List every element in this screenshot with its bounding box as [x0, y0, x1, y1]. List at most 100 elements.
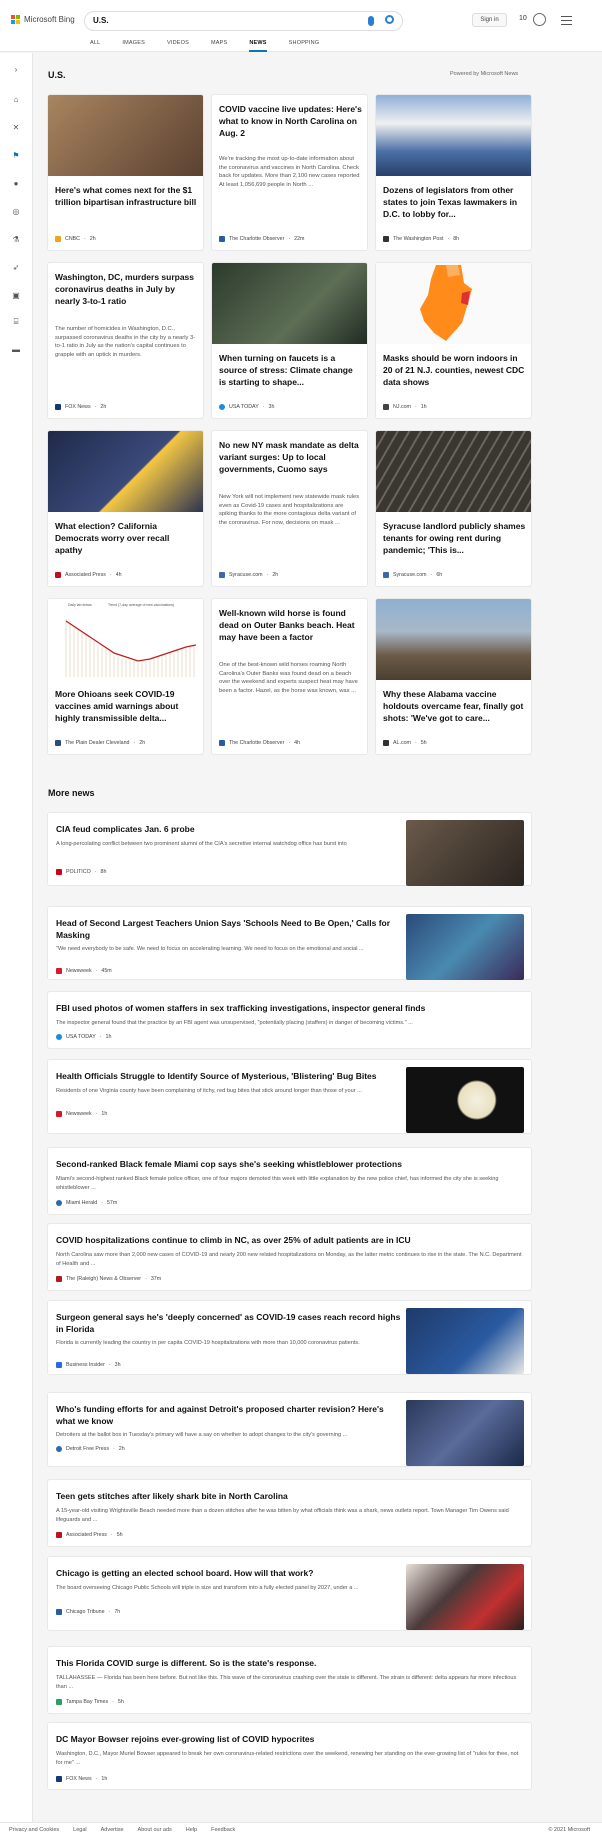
news-item[interactable]: Health Officials Struggle to Identify So…	[47, 1059, 532, 1134]
card-snippet: New York will not implement new statewid…	[219, 494, 360, 526]
news-title[interactable]: Health Officials Struggle to Identify So…	[56, 1071, 377, 1081]
nj-com-logo-icon	[383, 404, 389, 410]
menu-icon[interactable]	[561, 16, 572, 28]
politico-logo-icon	[56, 869, 62, 875]
news-title[interactable]: Surgeon general says he's 'deeply concer…	[56, 1312, 401, 1334]
card-title[interactable]: COVID vaccine live updates: Here's what …	[219, 104, 362, 138]
detroit-free-press-logo-icon	[56, 1446, 62, 1452]
tab-videos[interactable]: VIDEOS	[166, 40, 189, 46]
news-card[interactable]: Masks should be worn indoors in 20 of 21…	[375, 262, 532, 419]
news-title[interactable]: This Florida COVID surge is different. S…	[56, 1658, 317, 1668]
film-icon[interactable]: ▣	[12, 291, 20, 300]
footer-link-feedback[interactable]: Feedback	[211, 1827, 236, 1833]
chart-legend-daily: Daily lab draws	[68, 603, 92, 607]
bing-logo[interactable]: Microsoft Bing	[11, 15, 75, 24]
news-title[interactable]: CIA feud complicates Jan. 6 probe	[56, 824, 195, 834]
news-card[interactable]: When turning on faucets is a source of s…	[211, 262, 368, 419]
news-snippet: Detroiters at the ballot box in Tuesday'…	[56, 1432, 348, 1438]
news-title[interactable]: Head of Second Largest Teachers Union Sa…	[56, 918, 391, 940]
news-card[interactable]: No new NY mask mandate as delta variant …	[211, 430, 368, 587]
card-title[interactable]: When turning on faucets is a source of s…	[219, 353, 353, 387]
news-card[interactable]: Daily lab draws Trend (7-day average of …	[47, 598, 204, 755]
news-title[interactable]: Teen gets stitches after likely shark bi…	[56, 1491, 288, 1501]
vaccination-chart-image: Daily lab draws Trend (7-day average of …	[48, 599, 203, 680]
news-snippet: Miami's second-highest ranked Black fema…	[56, 1176, 499, 1191]
news-item[interactable]: Head of Second Largest Teachers Union Sa…	[47, 906, 532, 980]
tab-shopping[interactable]: SHOPPING	[288, 40, 320, 46]
news-item[interactable]: Second-ranked Black female Miami cop say…	[47, 1147, 532, 1215]
tab-news[interactable]: NEWS	[249, 40, 267, 52]
news-card[interactable]: Washington, DC, murders surpass coronavi…	[47, 262, 204, 419]
card-title[interactable]: Dozens of legislators from other states …	[383, 185, 518, 219]
card-title[interactable]: What election? California Democrats worr…	[55, 521, 170, 555]
news-card[interactable]: Here's what comes next for the $1 trilli…	[47, 94, 204, 251]
footer-link-advertise[interactable]: Advertise	[100, 1827, 124, 1833]
rocket-icon[interactable]: ➶	[12, 263, 20, 272]
tab-all[interactable]: ALL	[90, 40, 101, 46]
sign-in-button[interactable]: Sign in	[472, 13, 507, 27]
news-card[interactable]: Well-known wild horse is found dead on O…	[211, 598, 368, 755]
news-title[interactable]: DC Mayor Bowser rejoins ever-growing lis…	[56, 1734, 315, 1744]
search-box[interactable]: U.S.	[84, 11, 403, 31]
card-title[interactable]: No new NY mask mandate as delta variant …	[219, 440, 359, 474]
rewards-count[interactable]: 10	[519, 15, 527, 22]
news-item[interactable]: COVID hospitalizations continue to climb…	[47, 1223, 532, 1291]
card-title[interactable]: Well-known wild horse is found dead on O…	[219, 608, 355, 642]
card-title[interactable]: Masks should be worn indoors in 20 of 21…	[383, 353, 525, 387]
card-source: NJ.com · 1h	[383, 404, 427, 410]
card-title[interactable]: Here's what comes next for the $1 trilli…	[55, 185, 197, 207]
news-title[interactable]: FBI used photos of women staffers in sex…	[56, 1003, 426, 1013]
card-source: FOX News · 2h	[55, 404, 106, 410]
card-title[interactable]: Why these Alabama vaccine holdouts overc…	[383, 689, 524, 723]
card-title[interactable]: Washington, DC, murders surpass coronavi…	[55, 272, 195, 306]
news-title[interactable]: Who's funding efforts for and against De…	[56, 1404, 384, 1426]
footer-links: Privacy and Cookies Legal Advertise Abou…	[9, 1827, 235, 1833]
card-icon[interactable]: ▬	[12, 345, 20, 354]
news-item[interactable]: Surgeon general says he's 'deeply concer…	[47, 1300, 532, 1375]
footer-link-help[interactable]: Help	[185, 1827, 198, 1833]
card-snippet: One of the best-known wild horses roamin…	[219, 662, 358, 694]
news-item[interactable]: DC Mayor Bowser rejoins ever-growing lis…	[47, 1722, 532, 1790]
news-card[interactable]: Why these Alabama vaccine holdouts overc…	[375, 598, 532, 755]
bank-icon[interactable]: ⌸	[13, 317, 19, 326]
footer-link-privacy[interactable]: Privacy and Cookies	[9, 1827, 60, 1833]
home-icon[interactable]: ⌂	[13, 95, 19, 104]
nj-map-image	[376, 263, 531, 344]
expand-icon[interactable]: ›	[14, 65, 18, 74]
card-title[interactable]: Syracuse landlord publicly shames tenant…	[383, 521, 526, 555]
footer-link-about-ads[interactable]: About our ads	[137, 1827, 172, 1833]
news-item[interactable]: CIA feud complicates Jan. 6 probe A long…	[47, 812, 532, 886]
tab-maps[interactable]: MAPS	[210, 40, 228, 46]
news-card[interactable]: COVID vaccine live updates: Here's what …	[211, 94, 368, 251]
search-icon[interactable]	[385, 15, 394, 24]
news-title[interactable]: Second-ranked Black female Miami cop say…	[56, 1159, 402, 1169]
location-icon[interactable]: ●	[13, 179, 19, 188]
crossed-arrows-icon[interactable]: ✕	[12, 123, 20, 132]
news-card[interactable]: Syracuse landlord publicly shames tenant…	[375, 430, 532, 587]
search-input[interactable]: U.S.	[93, 16, 109, 25]
footer-link-legal[interactable]: Legal	[73, 1827, 87, 1833]
tab-images[interactable]: IMAGES	[122, 40, 145, 46]
news-item[interactable]: FBI used photos of women staffers in sex…	[47, 991, 532, 1049]
card-image	[376, 95, 531, 176]
news-item[interactable]: This Florida COVID surge is different. S…	[47, 1646, 532, 1714]
news-title[interactable]: COVID hospitalizations continue to climb…	[56, 1235, 411, 1245]
card-source: Syracuse.com · 2h	[219, 572, 278, 578]
science-icon[interactable]: ⚗	[12, 235, 20, 244]
news-title[interactable]: Chicago is getting an elected school boa…	[56, 1568, 314, 1578]
section-title: U.S.	[48, 70, 66, 80]
flag-icon[interactable]: ⚑	[12, 151, 20, 160]
vaccination-chart: Daily lab draws Trend (7-day average of …	[65, 603, 197, 677]
news-card[interactable]: Dozens of legislators from other states …	[375, 94, 532, 251]
card-title[interactable]: More Ohioans seek COVID-19 vaccines amid…	[55, 689, 179, 723]
news-card[interactable]: What election? California Democrats worr…	[47, 430, 204, 587]
news-item[interactable]: Chicago is getting an elected school boa…	[47, 1556, 532, 1631]
rewards-icon[interactable]	[533, 13, 546, 26]
news-observer-logo-icon	[56, 1276, 62, 1282]
news-item[interactable]: Who's funding efforts for and against De…	[47, 1392, 532, 1467]
brand-name: Microsoft Bing	[24, 15, 75, 24]
card-image	[376, 599, 531, 680]
microphone-icon[interactable]	[368, 16, 374, 26]
news-item[interactable]: Teen gets stitches after likely shark bi…	[47, 1479, 532, 1547]
globe-icon[interactable]: ◎	[12, 207, 20, 216]
